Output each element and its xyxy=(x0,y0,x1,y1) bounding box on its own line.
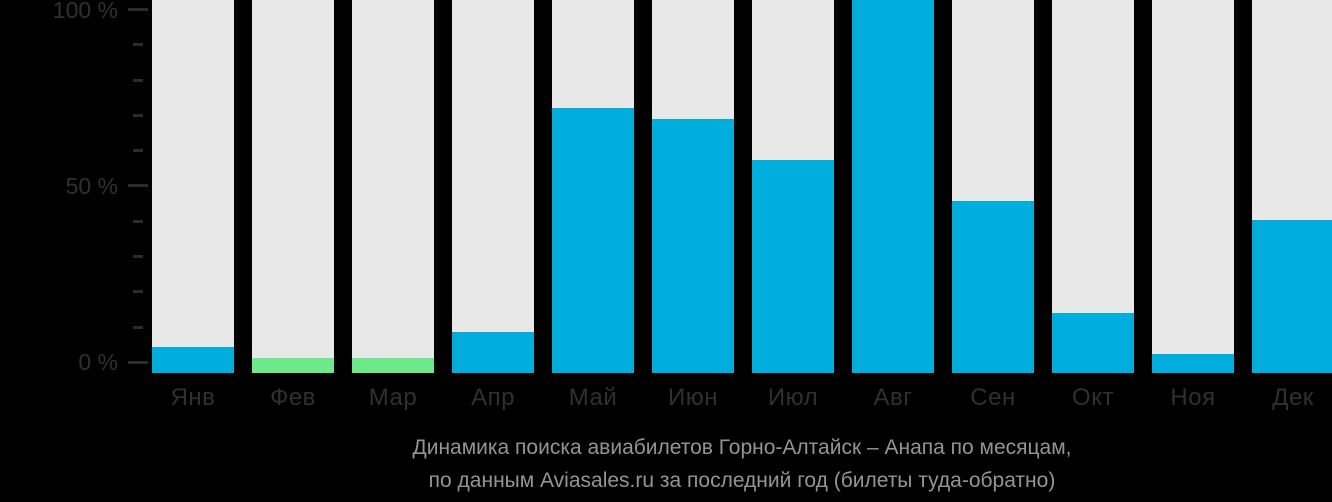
bar-track xyxy=(552,0,634,373)
bar-column-Сен: Сен xyxy=(952,0,1034,412)
chart-title: Динамика поиска авиабилетов Горно-Алтайс… xyxy=(412,436,1072,459)
bar-fill xyxy=(152,347,234,373)
bar-track xyxy=(352,0,434,373)
bar-column-Ноя: Ноя xyxy=(1152,0,1234,412)
bar-column-Апр: Апр xyxy=(452,0,534,412)
bar-fill xyxy=(1152,354,1234,373)
month-label: Окт xyxy=(1072,384,1114,411)
bar-track xyxy=(1252,0,1332,373)
bar-fill xyxy=(952,201,1034,373)
month-label: Мар xyxy=(368,384,418,411)
bar-track xyxy=(1052,0,1134,373)
bar-track xyxy=(752,0,834,373)
bar-column-Июл: Июл xyxy=(752,0,834,412)
bar-fill xyxy=(1252,220,1332,373)
month-label: Сен xyxy=(970,384,1016,411)
month-label: Ноя xyxy=(1170,384,1216,411)
bar-column-Окт: Окт xyxy=(1052,0,1134,412)
y-axis-minor-tick xyxy=(133,255,143,259)
month-label: Июн xyxy=(667,384,718,411)
y-axis-minor-tick xyxy=(133,78,143,82)
y-axis-major-tick xyxy=(128,360,148,364)
month-label: Апр xyxy=(471,384,515,411)
bar-track xyxy=(652,0,734,373)
bar-column-Янв: Янв xyxy=(152,0,234,412)
bar-track xyxy=(152,0,234,373)
bar-track xyxy=(852,0,934,373)
month-label: Дек xyxy=(1272,384,1314,411)
chart-subtitle: по данным Aviasales.ru за последний год … xyxy=(428,469,1056,492)
bar-fill xyxy=(652,119,734,373)
bar-track xyxy=(252,0,334,373)
bar-fill xyxy=(352,358,434,373)
chart-caption: Динамика поиска авиабилетов Горно-Алтайс… xyxy=(152,431,1332,497)
y-axis-major-tick xyxy=(128,8,148,11)
bar-column-Июн: Июн xyxy=(652,0,734,412)
month-label: Фев xyxy=(270,384,316,411)
bar-fill xyxy=(852,0,934,373)
bar-track xyxy=(1152,0,1234,373)
bar-fill xyxy=(552,108,634,373)
y-axis-minor-tick xyxy=(133,290,143,294)
y-axis-label: 100 % xyxy=(52,0,118,23)
bar-fill xyxy=(752,160,834,373)
y-axis-minor-tick xyxy=(133,149,143,153)
y-axis-minor-tick xyxy=(133,113,143,117)
month-label: Авг xyxy=(873,384,913,411)
bar-column-Мар: Мар xyxy=(352,0,434,412)
y-axis-label: 50 % xyxy=(65,172,118,199)
month-label: Июл xyxy=(767,384,819,411)
month-label: Янв xyxy=(170,384,216,411)
bar-track xyxy=(952,0,1034,373)
bar-fill xyxy=(1052,313,1134,373)
bar-track xyxy=(452,0,534,373)
y-axis-major-tick xyxy=(128,184,148,188)
y-axis-minor-tick xyxy=(133,43,143,47)
y-axis-minor-tick xyxy=(133,219,143,223)
y-axis-minor-tick xyxy=(133,325,143,329)
bar-fill xyxy=(452,332,534,373)
y-axis-label: 0 % xyxy=(78,349,118,376)
bar-column-Авг: Авг xyxy=(852,0,934,412)
bars-area: Янв Фев Мар Апр Май Июн Июл Авг Сен Окт Ноя Дек xyxy=(152,0,1332,412)
bar-column-Дек: Дек xyxy=(1252,0,1332,412)
bar-column-Фев: Фев xyxy=(252,0,334,412)
month-label: Май xyxy=(568,384,618,411)
bar-fill xyxy=(252,358,334,373)
bar-column-Май: Май xyxy=(552,0,634,412)
